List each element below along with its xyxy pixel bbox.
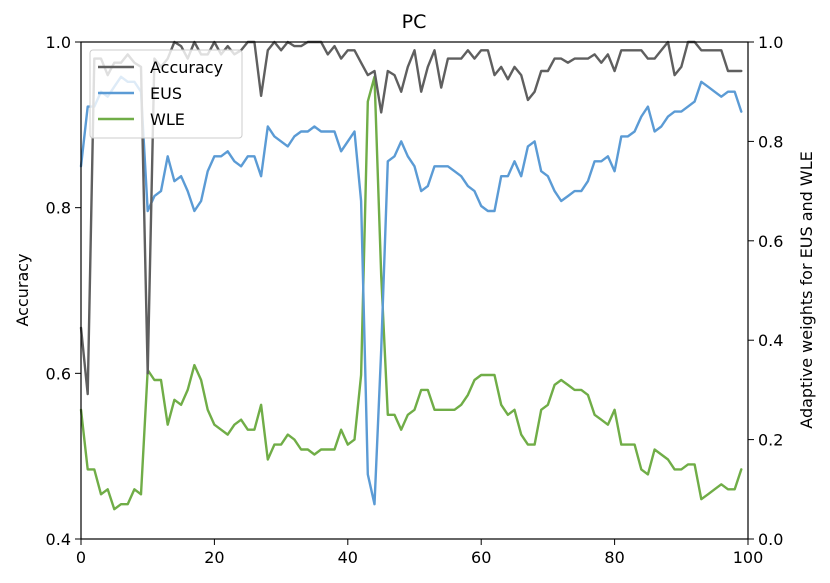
y2-tick-label: 0.6 (758, 232, 783, 251)
legend-box (89, 49, 243, 139)
y2-tick-label: 0.8 (758, 132, 783, 151)
y-axis-right-title: Adaptive weights for EUS and WLE (797, 151, 816, 428)
legend-label-accuracy: Accuracy (150, 58, 223, 77)
y-tick-label: 0.6 (46, 364, 71, 383)
y-axis-right: 0.0 0.2 0.4 0.6 0.8 1.0 (748, 33, 783, 549)
x-tick-label: 80 (604, 548, 624, 567)
legend-label-wle: WLE (150, 110, 185, 129)
y-tick-label: 1.0 (46, 33, 71, 52)
y2-tick-label: 0.0 (758, 530, 783, 549)
y2-tick-label: 0.2 (758, 431, 783, 450)
legend-label-eus: EUS (150, 84, 182, 103)
y-tick-label: 0.4 (46, 530, 71, 549)
x-tick-label: 20 (204, 548, 224, 567)
y-axis-left-title: Accuracy (13, 253, 32, 326)
y2-tick-label: 0.4 (758, 331, 783, 350)
series-line-wle (79, 75, 743, 511)
y-tick-label: 0.8 (46, 199, 71, 218)
y-axis-left: 0.4 0.6 0.8 1.0 (46, 33, 81, 549)
x-axis: 0 20 40 60 80 100 (76, 539, 763, 567)
y2-tick-label: 1.0 (758, 33, 783, 52)
legend: Accuracy EUS WLE (89, 49, 243, 139)
x-tick-label: 60 (471, 548, 491, 567)
plot-frame (80, 41, 749, 540)
series-line-eus (79, 75, 743, 506)
x-tick-label: 0 (76, 548, 86, 567)
x-tick-label: 40 (338, 548, 358, 567)
chart-title: PC (402, 11, 427, 33)
x-tick-label: 100 (733, 548, 764, 567)
